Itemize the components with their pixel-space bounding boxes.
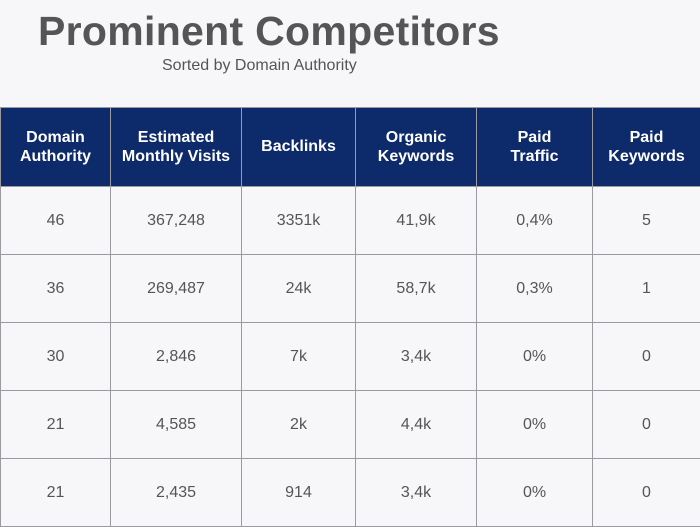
table-cell: 914 bbox=[242, 459, 356, 527]
table-cell: 0% bbox=[477, 391, 593, 459]
table-cell: 24k bbox=[242, 255, 356, 323]
column-header: Domain Authority bbox=[1, 108, 111, 187]
column-header-text: Paid Traffic bbox=[510, 128, 558, 166]
column-header: Backlinks bbox=[242, 108, 356, 187]
table-cell: 41,9k bbox=[356, 187, 477, 255]
table-cell: 46 bbox=[1, 187, 111, 255]
subtitle: Sorted by Domain Authority bbox=[162, 57, 357, 75]
table-cell: 0,4% bbox=[477, 187, 593, 255]
table-cell: 3351k bbox=[242, 187, 356, 255]
table-cell: 1 bbox=[593, 255, 700, 323]
table-cell: 2k bbox=[242, 391, 356, 459]
table-cell: 21 bbox=[1, 459, 111, 527]
table-cell: 30 bbox=[1, 323, 111, 391]
table-cell: 0,3% bbox=[477, 255, 593, 323]
title: Prominent Competitors bbox=[38, 8, 500, 55]
table-cell: 4,4k bbox=[356, 391, 477, 459]
table-cell: 0 bbox=[593, 391, 700, 459]
table-cell: 3,4k bbox=[356, 459, 477, 527]
table-cell: 0 bbox=[593, 323, 700, 391]
column-header: Estimated Monthly Visits bbox=[111, 108, 242, 187]
column-header: Paid Traffic bbox=[477, 108, 593, 187]
table-cell: 7k bbox=[242, 323, 356, 391]
column-header-text: Domain Authority bbox=[20, 128, 91, 166]
table-cell: 4,585 bbox=[111, 391, 242, 459]
table-cell: 3,4k bbox=[356, 323, 477, 391]
column-header: Organic Keywords bbox=[356, 108, 477, 187]
table-cell: 5 bbox=[593, 187, 700, 255]
table-cell: 2,846 bbox=[111, 323, 242, 391]
competitors-table: Domain Authority Estimated Monthly Visits… bbox=[0, 107, 700, 527]
table-cell: 269,487 bbox=[111, 255, 242, 323]
column-header-text: Organic Keywords bbox=[378, 128, 454, 166]
column-header-text: Backlinks bbox=[261, 137, 336, 156]
table-cell: 0% bbox=[477, 323, 593, 391]
column-header-text: Estimated Monthly Visits bbox=[117, 128, 235, 166]
column-header: Paid Keywords bbox=[593, 108, 700, 187]
table-cell: 0% bbox=[477, 459, 593, 527]
table-cell: 21 bbox=[1, 391, 111, 459]
table-cell: 36 bbox=[1, 255, 111, 323]
table-cell: 58,7k bbox=[356, 255, 477, 323]
table-cell: 2,435 bbox=[111, 459, 242, 527]
column-header-text: Paid Keywords bbox=[608, 128, 684, 166]
table-cell: 0 bbox=[593, 459, 700, 527]
table-cell: 367,248 bbox=[111, 187, 242, 255]
header-row: Domain Authority Estimated Monthly Visits… bbox=[1, 108, 700, 187]
